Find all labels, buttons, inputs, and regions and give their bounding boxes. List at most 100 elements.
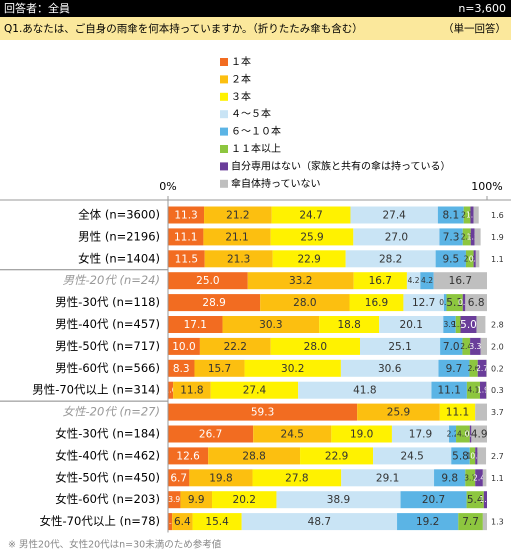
value-label: 41.8 (353, 385, 376, 397)
bar-segment (189, 469, 253, 487)
legend-label: ２本 (231, 72, 251, 85)
value-label: 25.9 (387, 407, 410, 419)
category-label: 女性-30代 (n=184) (55, 427, 160, 441)
bar-segment (475, 447, 478, 465)
bar-segment (440, 337, 463, 355)
value-label: 4.2 (421, 276, 433, 285)
bar-segment (331, 425, 392, 443)
question-bar (0, 17, 511, 40)
bar-segment (204, 206, 272, 224)
bar-segment (247, 272, 354, 290)
value-label: 7.0 (443, 341, 460, 353)
legend-label: ６～１０本 (231, 125, 281, 138)
value-label: 3.9 (444, 320, 456, 329)
bar-segment (168, 337, 200, 355)
value-label: 11.5 (175, 253, 198, 265)
bar-segment (244, 359, 341, 377)
value-label: 21.3 (227, 253, 250, 265)
value-label: 0.7 (469, 254, 481, 263)
bar-segment (168, 469, 190, 487)
value-label: 0.8 (458, 298, 470, 307)
bar-segment (168, 359, 195, 377)
bar-segment (462, 228, 471, 246)
value-label: 1.3 (491, 518, 504, 527)
bar-segment (465, 250, 474, 268)
bar-segment (260, 294, 350, 312)
value-label: 4.9 (471, 429, 488, 441)
value-label: 4.3 (457, 430, 469, 439)
bar-segment (172, 513, 193, 531)
bar-segment (443, 316, 456, 333)
bar-segment (373, 447, 452, 465)
x-tick-label: 100% (471, 180, 502, 193)
category-label: 女性 (n=1404) (78, 251, 160, 265)
bar-segment (168, 491, 181, 509)
value-label: 2.2 (447, 430, 459, 439)
value-label: 17.9 (409, 429, 432, 441)
value-label: 11.3 (174, 210, 197, 222)
category-label: 男性-30代 (n=118) (55, 295, 160, 309)
bar-segment (463, 206, 471, 224)
bar-segment (482, 513, 487, 531)
value-label: 2.5 (461, 232, 473, 241)
value-label: 17.1 (184, 319, 207, 331)
question: Q1.あなたは、ご自身の雨傘を何本持っていますか。（折りたたみ傘も含む） (4, 22, 363, 35)
x-tick-label: 0% (159, 180, 176, 193)
value-label: 3.1 (464, 473, 476, 482)
footnote: ※ 男性20代、女性20代はn=30未満のため参考値 (8, 539, 222, 551)
bar-segment (168, 447, 209, 465)
bar-segment (199, 337, 271, 355)
value-label: 27.0 (385, 231, 408, 243)
bar-segment (270, 228, 354, 246)
bar-segment (270, 337, 361, 355)
bar-segment (471, 425, 487, 443)
bar-segment (168, 425, 254, 443)
value-label: 3.7 (491, 408, 504, 417)
value-label: 27.4 (243, 385, 267, 397)
header-n: n=3,600 (458, 2, 506, 15)
legend-label: ４～５本 (231, 107, 271, 120)
bar-segment (168, 228, 204, 246)
value-label: 2.0 (491, 342, 504, 351)
value-label: 28.9 (202, 297, 225, 309)
value-label: 1.6 (491, 211, 504, 220)
legend-swatch (220, 162, 228, 171)
value-label: 22.9 (325, 450, 348, 462)
value-label: 27.4 (382, 210, 406, 222)
value-label: 8.1 (442, 210, 459, 222)
bar-segment (350, 206, 438, 224)
value-label: 11.1 (446, 407, 469, 419)
category-label: 女性-50代 (n=450) (55, 470, 160, 484)
value-label: 2.8 (491, 321, 504, 330)
value-label: 1.6 (165, 386, 177, 395)
value-label: 11.1 (438, 385, 461, 397)
bar-segment (470, 206, 474, 224)
category-label: 男性 (n=2196) (78, 229, 160, 243)
header-title: 回答者：全員 (4, 1, 70, 15)
value-label: 2.7 (491, 452, 504, 461)
value-label: 12.7 (412, 297, 435, 309)
bar-segment (341, 469, 435, 487)
bar-segment (482, 469, 487, 487)
bar-segment (469, 447, 476, 465)
value-label: 20.2 (233, 494, 256, 506)
value-label: 20.1 (400, 319, 423, 331)
category-label: 女性-40代 (n=462) (55, 448, 160, 462)
value-label: 5.1 (446, 297, 463, 309)
bar-segment (319, 316, 380, 333)
bar-segment (210, 381, 299, 399)
value-label: 1.1 (491, 255, 504, 264)
value-label: 19.8 (209, 472, 232, 484)
value-label: 15.4 (205, 516, 229, 528)
value-label: 28.0 (293, 297, 316, 309)
bar-segment (192, 513, 242, 531)
bar-segment (437, 206, 464, 224)
legend-label: １１本以上 (231, 142, 281, 155)
bar-segment (168, 403, 358, 421)
bar-segment (168, 316, 223, 333)
bar-segment (446, 294, 463, 312)
value-label: 4.2 (408, 276, 420, 285)
value-label: 59.3 (251, 407, 274, 419)
value-label: 25.9 (300, 231, 323, 243)
legend-label: ３本 (231, 90, 251, 103)
